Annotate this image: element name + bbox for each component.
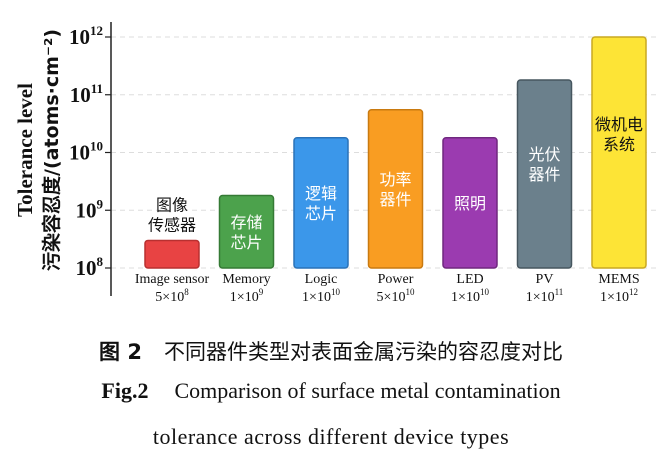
bar-label-zh: 照明 [454,194,486,213]
y-tick-label: 1010 [69,139,103,165]
x-value-label: 5×1010 [377,287,415,305]
figure-number-en: Fig.2 [101,378,149,403]
bar-label-zh: 系统 [603,135,635,154]
bar-label-zh: 芯片 [230,233,262,252]
bar-power [367,108,424,269]
bar-label-zh: 器件 [379,190,411,209]
x-value-label: 1×109 [230,287,264,305]
caption-zh: 图 2 不同器件类型对表面金属污染的容忍度对比 [0,336,662,366]
bar-label-zh: 光伏 [528,145,560,164]
caption-en-line2: tolerance across different device types [152,424,510,449]
bar-label-zh: 器件 [528,165,560,184]
figure-number-zh: 图 2 [99,340,142,364]
x-value-label: 1×1010 [302,287,340,305]
y-axis-title-zh: 污染容忍度/(atoms·cm⁻²) [40,29,63,271]
y-tick-label: 1011 [70,81,103,107]
x-category-label: Power [378,272,414,287]
x-value-label: 1×1011 [526,287,564,305]
x-category-label: Memory [222,272,270,287]
bar-label-zh: 图像 [156,195,188,214]
caption-en-line1: Fig.2 Comparison of surface metal contami… [0,378,662,404]
bar-label-zh: 微机电 [595,115,643,134]
bar-label-zh: 芯片 [305,204,337,223]
caption-title-en-1: Comparison of surface metal contaminatio… [174,378,561,403]
x-value-label: 5×108 [155,287,189,305]
x-category-label: PV [536,272,554,287]
x-value-label: 1×1012 [600,287,638,305]
x-category-label: MEMS [598,272,639,287]
y-tick-label: 1012 [69,23,103,49]
bar-led [442,137,498,269]
x-category-label: Logic [305,272,338,287]
bar-label-zh: 功率 [379,170,411,189]
bar-pv [516,79,573,269]
y-tick-label: 109 [76,196,104,222]
y-axis-title: Tolerance level 污染容忍度/(atoms·cm⁻²) [13,29,63,271]
x-value-label: 1×1010 [451,287,489,305]
y-axis-title-en: Tolerance level [13,83,37,217]
bar-label-zh: 传感器 [148,215,196,234]
bar-image-sensor [144,239,200,269]
bar-label-zh: 存储 [230,213,262,232]
caption-title-zh: 不同器件类型对表面金属污染的容忍度对比 [163,340,563,364]
bar-label-zh: 逻辑 [305,184,337,203]
x-category-label: LED [456,272,483,287]
bar-memory [218,194,275,269]
y-tick-label: 108 [76,254,104,280]
bar-logic [293,137,349,269]
bar-mems [591,36,647,269]
x-category-label: Image sensor [135,272,210,287]
